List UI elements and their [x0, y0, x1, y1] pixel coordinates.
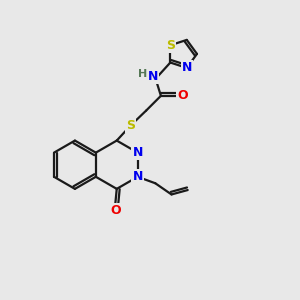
Text: N: N: [182, 61, 192, 74]
Text: O: O: [177, 89, 188, 102]
Text: S: S: [166, 39, 175, 52]
Text: H: H: [138, 69, 147, 79]
Text: N: N: [133, 170, 143, 183]
Text: S: S: [126, 119, 135, 132]
Text: N: N: [148, 70, 158, 83]
Text: N: N: [133, 146, 143, 159]
Text: O: O: [110, 204, 121, 217]
